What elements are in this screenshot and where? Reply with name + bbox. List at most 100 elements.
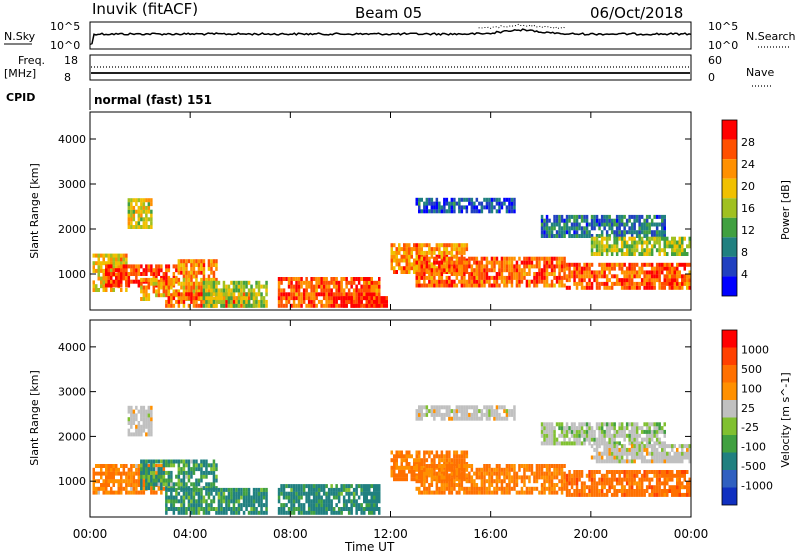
power-cell [142, 268, 146, 273]
power-cell [395, 250, 398, 255]
velocity-cell [503, 486, 506, 491]
power-cell [605, 278, 609, 283]
velocity-cell [430, 458, 434, 463]
power-cell [585, 230, 589, 235]
velocity-cell [92, 475, 95, 480]
velocity-cell [132, 409, 136, 414]
power-cell [195, 285, 198, 290]
velocity-cell [200, 478, 203, 483]
velocity-cell [610, 481, 614, 486]
velocity-cell [525, 486, 529, 491]
velocity-cell [593, 455, 596, 460]
power-cell [480, 275, 484, 280]
velocity-cell [498, 479, 501, 484]
velocity-cell [152, 459, 156, 464]
power-cell [360, 288, 363, 293]
power-cell [623, 262, 626, 267]
power-cell [352, 288, 356, 293]
velocity-cell [430, 467, 434, 472]
power-cell [595, 281, 599, 286]
velocity-cell [688, 451, 691, 456]
power-cell [655, 262, 659, 267]
velocity-cell [322, 487, 326, 492]
power-cell [450, 256, 454, 261]
velocity-cell [307, 487, 311, 492]
velocity-cell [686, 470, 689, 474]
power-cell [438, 260, 441, 265]
power-cell [550, 256, 554, 261]
power-cell [235, 288, 238, 293]
velocity-cell [430, 490, 434, 495]
velocity-cell [215, 507, 218, 511]
velocity-cell [595, 459, 599, 464]
power-cell [285, 292, 288, 297]
power-cell [645, 278, 649, 283]
power-cell [608, 234, 611, 238]
power-cell [175, 268, 178, 273]
power-cell [595, 285, 599, 290]
velocity-cell [115, 467, 118, 472]
velocity-cell [430, 471, 434, 476]
power-cell [558, 256, 561, 261]
velocity-cell [393, 462, 396, 466]
power-cell [167, 277, 171, 282]
power-cell [345, 296, 348, 301]
power-cell [638, 230, 641, 235]
power-cell [615, 252, 619, 256]
velocity-cell [475, 471, 479, 476]
power-cell [635, 281, 639, 286]
velocity-cell [155, 467, 158, 472]
power-cell [676, 262, 679, 267]
velocity-cell [297, 503, 301, 508]
power-cell [325, 296, 328, 301]
velocity-cell [490, 479, 494, 484]
power-cell [418, 247, 421, 252]
velocity-cell [250, 495, 253, 500]
velocity-cell [575, 470, 579, 474]
velocity-cell [603, 437, 606, 442]
velocity-cell [548, 471, 551, 476]
velocity-cell [363, 510, 366, 515]
velocity-cell [598, 492, 601, 497]
power-cell [473, 205, 476, 210]
power-cell [177, 296, 181, 301]
velocity-cell [145, 417, 148, 422]
velocity-cell [630, 433, 634, 438]
power-cell [500, 205, 504, 210]
power-cell [152, 277, 156, 282]
velocity-cell [653, 441, 656, 446]
velocity-cell [650, 437, 654, 442]
power-cell [305, 280, 308, 285]
power-cell [683, 262, 686, 267]
velocity-cell [202, 499, 206, 504]
velocity-cell [563, 486, 566, 491]
velocity-cell [435, 409, 439, 414]
velocity-cell [95, 479, 98, 484]
velocity-cell [500, 416, 504, 421]
power-cell [523, 264, 526, 269]
velocity-cell [390, 469, 393, 474]
velocity-cell [483, 483, 486, 487]
power-cell [222, 284, 226, 289]
power-cell [115, 261, 118, 266]
velocity-cell [683, 473, 686, 478]
power-cell [666, 240, 669, 245]
power-cell [212, 277, 216, 282]
power-cell [317, 277, 321, 281]
power-cell [415, 254, 418, 259]
power-cell [130, 268, 133, 273]
power-cell [302, 280, 306, 285]
power-cell [435, 209, 439, 214]
velocity-cell [287, 495, 291, 500]
velocity-cell [310, 499, 313, 504]
velocity-cell [125, 475, 128, 480]
power-cell [335, 292, 338, 297]
power-cell [533, 279, 536, 284]
velocity-cell [430, 464, 434, 468]
velocity-cell [645, 473, 649, 478]
power-cell [510, 256, 514, 261]
power-cell [630, 236, 634, 241]
power-cell [595, 274, 599, 279]
velocity-cell [135, 479, 138, 484]
power-cell [190, 289, 193, 294]
